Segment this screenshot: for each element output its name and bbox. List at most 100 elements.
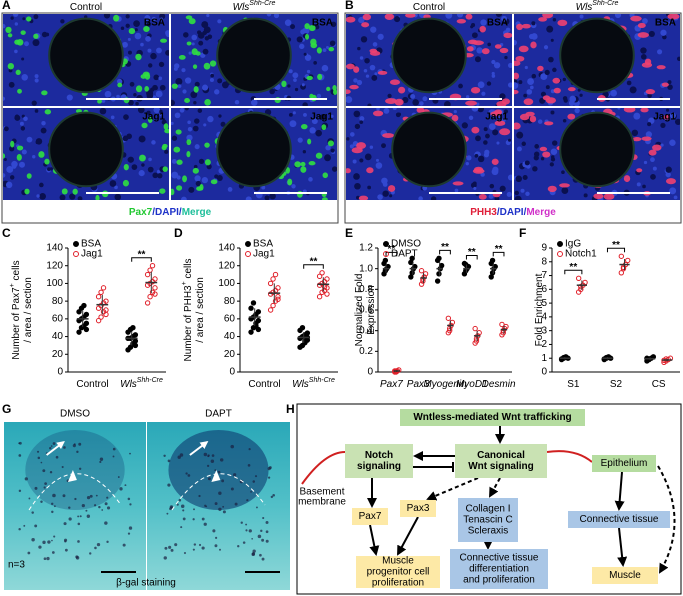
stained-cell: [470, 86, 481, 94]
nucleus: [633, 112, 641, 120]
stained-cell: [349, 84, 359, 90]
nucleus: [214, 89, 220, 95]
stained-cell: [652, 144, 662, 151]
nucleus: [667, 84, 673, 90]
nucleus: [376, 108, 380, 111]
stained-cell: [346, 16, 356, 23]
stained-cell: [326, 86, 331, 92]
data-point: [250, 300, 257, 306]
y-axis-label-part: Number of PHH3: [183, 285, 194, 362]
stained-cell: [308, 161, 316, 166]
stained-cell: [456, 19, 467, 24]
nucleus: [138, 170, 145, 177]
bead: [48, 17, 124, 94]
nucleus: [397, 112, 402, 117]
speck: [248, 448, 251, 451]
speck: [106, 506, 111, 510]
nucleus: [288, 112, 293, 117]
nucleus: [369, 145, 374, 149]
nucleus: [392, 108, 397, 111]
stained-cell: [163, 123, 169, 130]
data-point: [103, 298, 109, 304]
y-tick-label: 1.2: [359, 243, 373, 254]
stained-cell: [304, 23, 310, 30]
stained-cell: [7, 33, 13, 38]
nucleus: [20, 126, 26, 131]
stained-cell: [317, 73, 323, 81]
speck: [93, 504, 97, 507]
stained-cell: [300, 166, 307, 173]
stained-cell: [567, 87, 576, 92]
speck: [77, 540, 80, 543]
arrow: [617, 527, 628, 567]
nucleus: [193, 164, 198, 169]
nucleus: [129, 81, 135, 87]
nucleus: [287, 84, 291, 88]
speck: [95, 494, 98, 497]
micrograph-content: [171, 14, 337, 106]
nucleus: [496, 141, 500, 145]
panel-label: G: [2, 402, 11, 416]
nucleus: [665, 171, 671, 178]
stained-cell: [389, 79, 400, 85]
stained-cell: [529, 115, 537, 123]
stained-cell: [332, 84, 337, 91]
node: [356, 556, 440, 588]
column-label-part: Wls: [233, 2, 250, 13]
nucleus: [537, 119, 543, 124]
stained-cell: [41, 90, 48, 96]
nucleus: [550, 155, 555, 159]
speck: [259, 553, 262, 557]
stained-cell: [467, 39, 478, 45]
stained-cell: [25, 16, 32, 22]
significance: **: [388, 244, 396, 255]
y-axis-label-part: cells: [183, 258, 194, 281]
speck: [178, 498, 182, 502]
nucleus: [49, 167, 53, 171]
x-tick-label: Myogenin: [423, 379, 467, 390]
y-axis-label: / area / section: [195, 277, 206, 343]
nucleus: [550, 110, 555, 115]
stained-cell: [305, 33, 310, 40]
nucleus: [194, 118, 200, 124]
stained-cell: [478, 194, 487, 200]
data-point: [248, 329, 254, 335]
data-point: [625, 257, 631, 264]
stained-cell: [38, 151, 45, 158]
speck: [40, 500, 43, 503]
nucleus: [5, 181, 13, 189]
nucleus: [477, 155, 485, 163]
nucleus: [491, 74, 496, 78]
speck: [62, 494, 66, 498]
nucleus: [552, 18, 557, 22]
data-point: [95, 294, 102, 300]
bead: [216, 17, 292, 94]
nucleus: [187, 126, 193, 132]
stained-cell: [525, 111, 535, 117]
stained-cell: [451, 114, 459, 122]
stained-cell: [147, 116, 153, 123]
nucleus: [221, 81, 229, 89]
nucleus: [188, 186, 195, 193]
speck: [128, 526, 133, 530]
speck: [78, 467, 82, 470]
stained-cell: [479, 25, 486, 33]
nucleus: [36, 194, 40, 198]
nucleus: [364, 57, 370, 64]
nucleus: [191, 34, 198, 41]
speck: [246, 499, 249, 502]
nucleus: [507, 82, 512, 88]
stained-cell: [15, 69, 21, 76]
speck: [52, 442, 56, 445]
nucleus: [516, 146, 522, 152]
nucleus: [302, 150, 307, 154]
significance-bracket: [564, 269, 583, 275]
nucleus: [156, 47, 162, 54]
nucleus: [363, 68, 368, 73]
speck: [40, 461, 43, 464]
nucleus: [8, 68, 13, 73]
nucleus: [103, 14, 111, 19]
nucleus: [453, 109, 457, 114]
nucleus: [660, 29, 667, 36]
